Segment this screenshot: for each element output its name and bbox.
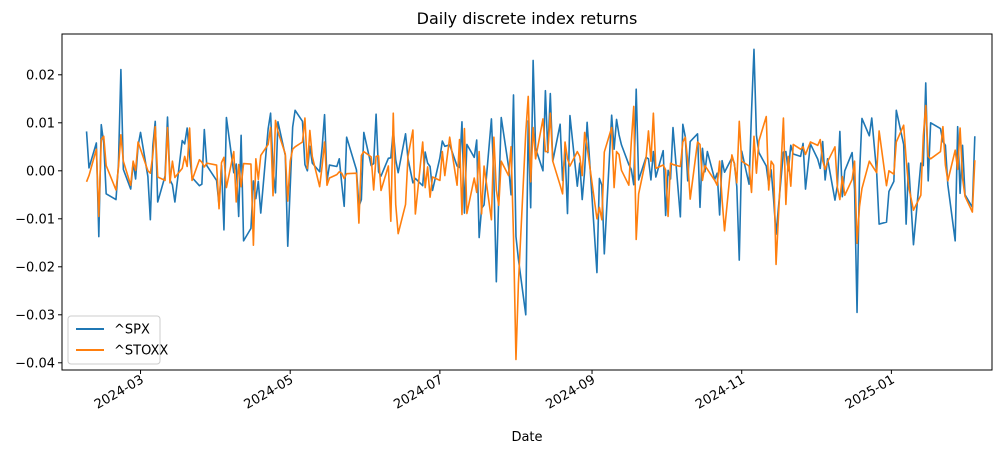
x-tick-label: 2024-09 bbox=[543, 372, 598, 412]
legend-label-0: ^SPX bbox=[114, 323, 150, 338]
y-tick-label: −0.02 bbox=[15, 260, 55, 275]
legend-label-1: ^STOXX bbox=[114, 344, 168, 359]
y-tick-label: −0.03 bbox=[15, 308, 55, 323]
x-tick-label: 2024-11 bbox=[693, 372, 748, 412]
series-line-1 bbox=[85, 95, 976, 361]
y-tick-label: −0.01 bbox=[15, 212, 55, 227]
y-tick-label: 0.01 bbox=[26, 116, 55, 131]
x-tick-label: 2025-01 bbox=[843, 372, 898, 412]
y-axis: −0.04 −0.03 −0.02 −0.01 0.00 0.01 0.02 bbox=[15, 68, 62, 371]
y-tick-label: 0.02 bbox=[26, 68, 55, 83]
y-tick-label: −0.04 bbox=[15, 356, 55, 371]
chart-title: Daily discrete index returns bbox=[417, 9, 638, 28]
x-tick-label: 2024-07 bbox=[391, 372, 446, 412]
legend: ^SPX ^STOXX bbox=[67, 315, 168, 365]
plot-area-frame bbox=[61, 33, 993, 371]
y-tick-label: 0.00 bbox=[26, 164, 55, 179]
x-axis-label: Date bbox=[511, 430, 542, 445]
x-tick-label: 2024-05 bbox=[242, 372, 297, 412]
x-axis: 2024-03 2024-05 2024-07 2024-09 2024-11 2025-… bbox=[92, 370, 897, 413]
x-tick-label: 2024-03 bbox=[92, 372, 147, 412]
